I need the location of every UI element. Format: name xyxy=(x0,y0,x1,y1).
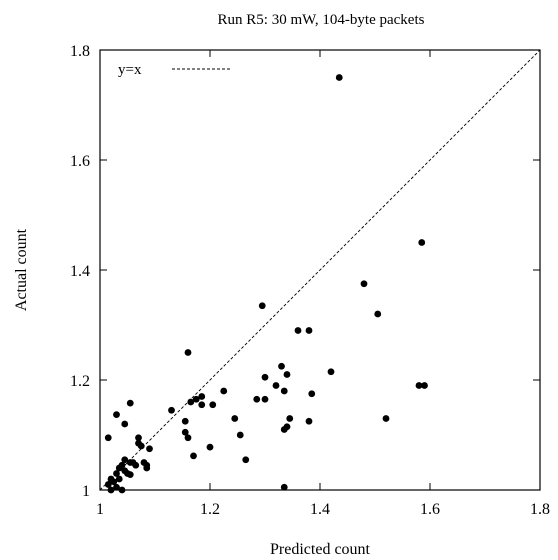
data-point xyxy=(190,452,197,460)
data-point xyxy=(143,461,151,469)
data-point xyxy=(118,461,126,469)
data-point xyxy=(294,327,302,334)
data-point xyxy=(192,395,200,403)
data-point xyxy=(198,393,206,400)
data-point xyxy=(280,387,288,395)
data-point xyxy=(107,486,115,494)
data-point xyxy=(335,74,343,81)
data-point xyxy=(104,481,112,488)
data-point xyxy=(272,382,280,389)
data-point xyxy=(206,443,214,451)
data-point xyxy=(305,327,313,334)
data-point xyxy=(198,401,206,409)
data-point xyxy=(253,395,261,403)
data-point xyxy=(184,349,192,356)
chart-title: Run R5: 30 mW, 104-byte packets xyxy=(218,12,425,28)
data-point xyxy=(126,471,134,478)
data-point xyxy=(168,406,175,414)
data-point xyxy=(181,428,189,436)
x-tick-label: 1.6 xyxy=(420,501,440,518)
data-point xyxy=(121,420,129,428)
y-tick-label: 1.4 xyxy=(70,263,90,280)
data-point xyxy=(242,456,250,464)
data-point xyxy=(187,398,195,406)
plot-axes: 1 1.2 1.4 1.6 1.8 1 1.2 1.4 1.6 1.8 xyxy=(70,43,550,518)
data-point xyxy=(146,445,153,453)
data-point xyxy=(305,417,313,425)
data-point xyxy=(110,478,118,486)
data-point xyxy=(421,382,428,389)
data-point xyxy=(382,415,390,422)
legend: y=x xyxy=(118,62,230,78)
data-point xyxy=(181,417,189,425)
data-point xyxy=(137,442,145,450)
x-tick-label: 1.4 xyxy=(310,501,330,518)
data-point xyxy=(327,368,335,376)
y-equals-x-line xyxy=(99,49,541,491)
data-point xyxy=(418,239,426,246)
y-tick-label: 1.8 xyxy=(70,43,90,60)
y-tick-label: 1 xyxy=(82,483,90,500)
data-point xyxy=(104,434,112,442)
data-point xyxy=(308,390,316,398)
data-point xyxy=(115,475,123,483)
x-axis-title: Predicted count xyxy=(270,541,371,558)
data-point xyxy=(113,470,120,477)
legend-label: y=x xyxy=(118,62,142,78)
data-point xyxy=(132,461,140,469)
data-point xyxy=(360,280,368,288)
data-point xyxy=(258,302,266,310)
data-point xyxy=(280,483,288,491)
data-point xyxy=(236,431,244,439)
data-point xyxy=(113,483,120,491)
data-point xyxy=(283,371,291,378)
data-point xyxy=(261,373,269,381)
data-point xyxy=(118,486,126,494)
y-tick-label: 1.6 xyxy=(70,153,90,170)
data-point xyxy=(231,415,239,422)
y-tick-label: 1.2 xyxy=(70,373,90,390)
data-point xyxy=(121,456,129,464)
data-point xyxy=(113,411,120,419)
data-point xyxy=(283,423,291,431)
y-axis-title: Actual count xyxy=(13,228,30,311)
data-point xyxy=(126,399,134,407)
data-point xyxy=(286,415,294,422)
x-tick-label: 1.8 xyxy=(530,501,550,518)
x-tick-label: 1.2 xyxy=(200,501,220,518)
data-point xyxy=(209,401,217,409)
data-point xyxy=(261,395,269,403)
data-point xyxy=(374,310,382,318)
data-point xyxy=(278,362,285,370)
reference-line xyxy=(99,49,541,491)
data-point xyxy=(220,387,228,395)
data-point xyxy=(415,382,423,389)
data-point xyxy=(184,434,192,442)
data-points xyxy=(104,74,428,494)
data-point xyxy=(135,434,142,442)
x-tick-label: 1 xyxy=(96,501,104,518)
